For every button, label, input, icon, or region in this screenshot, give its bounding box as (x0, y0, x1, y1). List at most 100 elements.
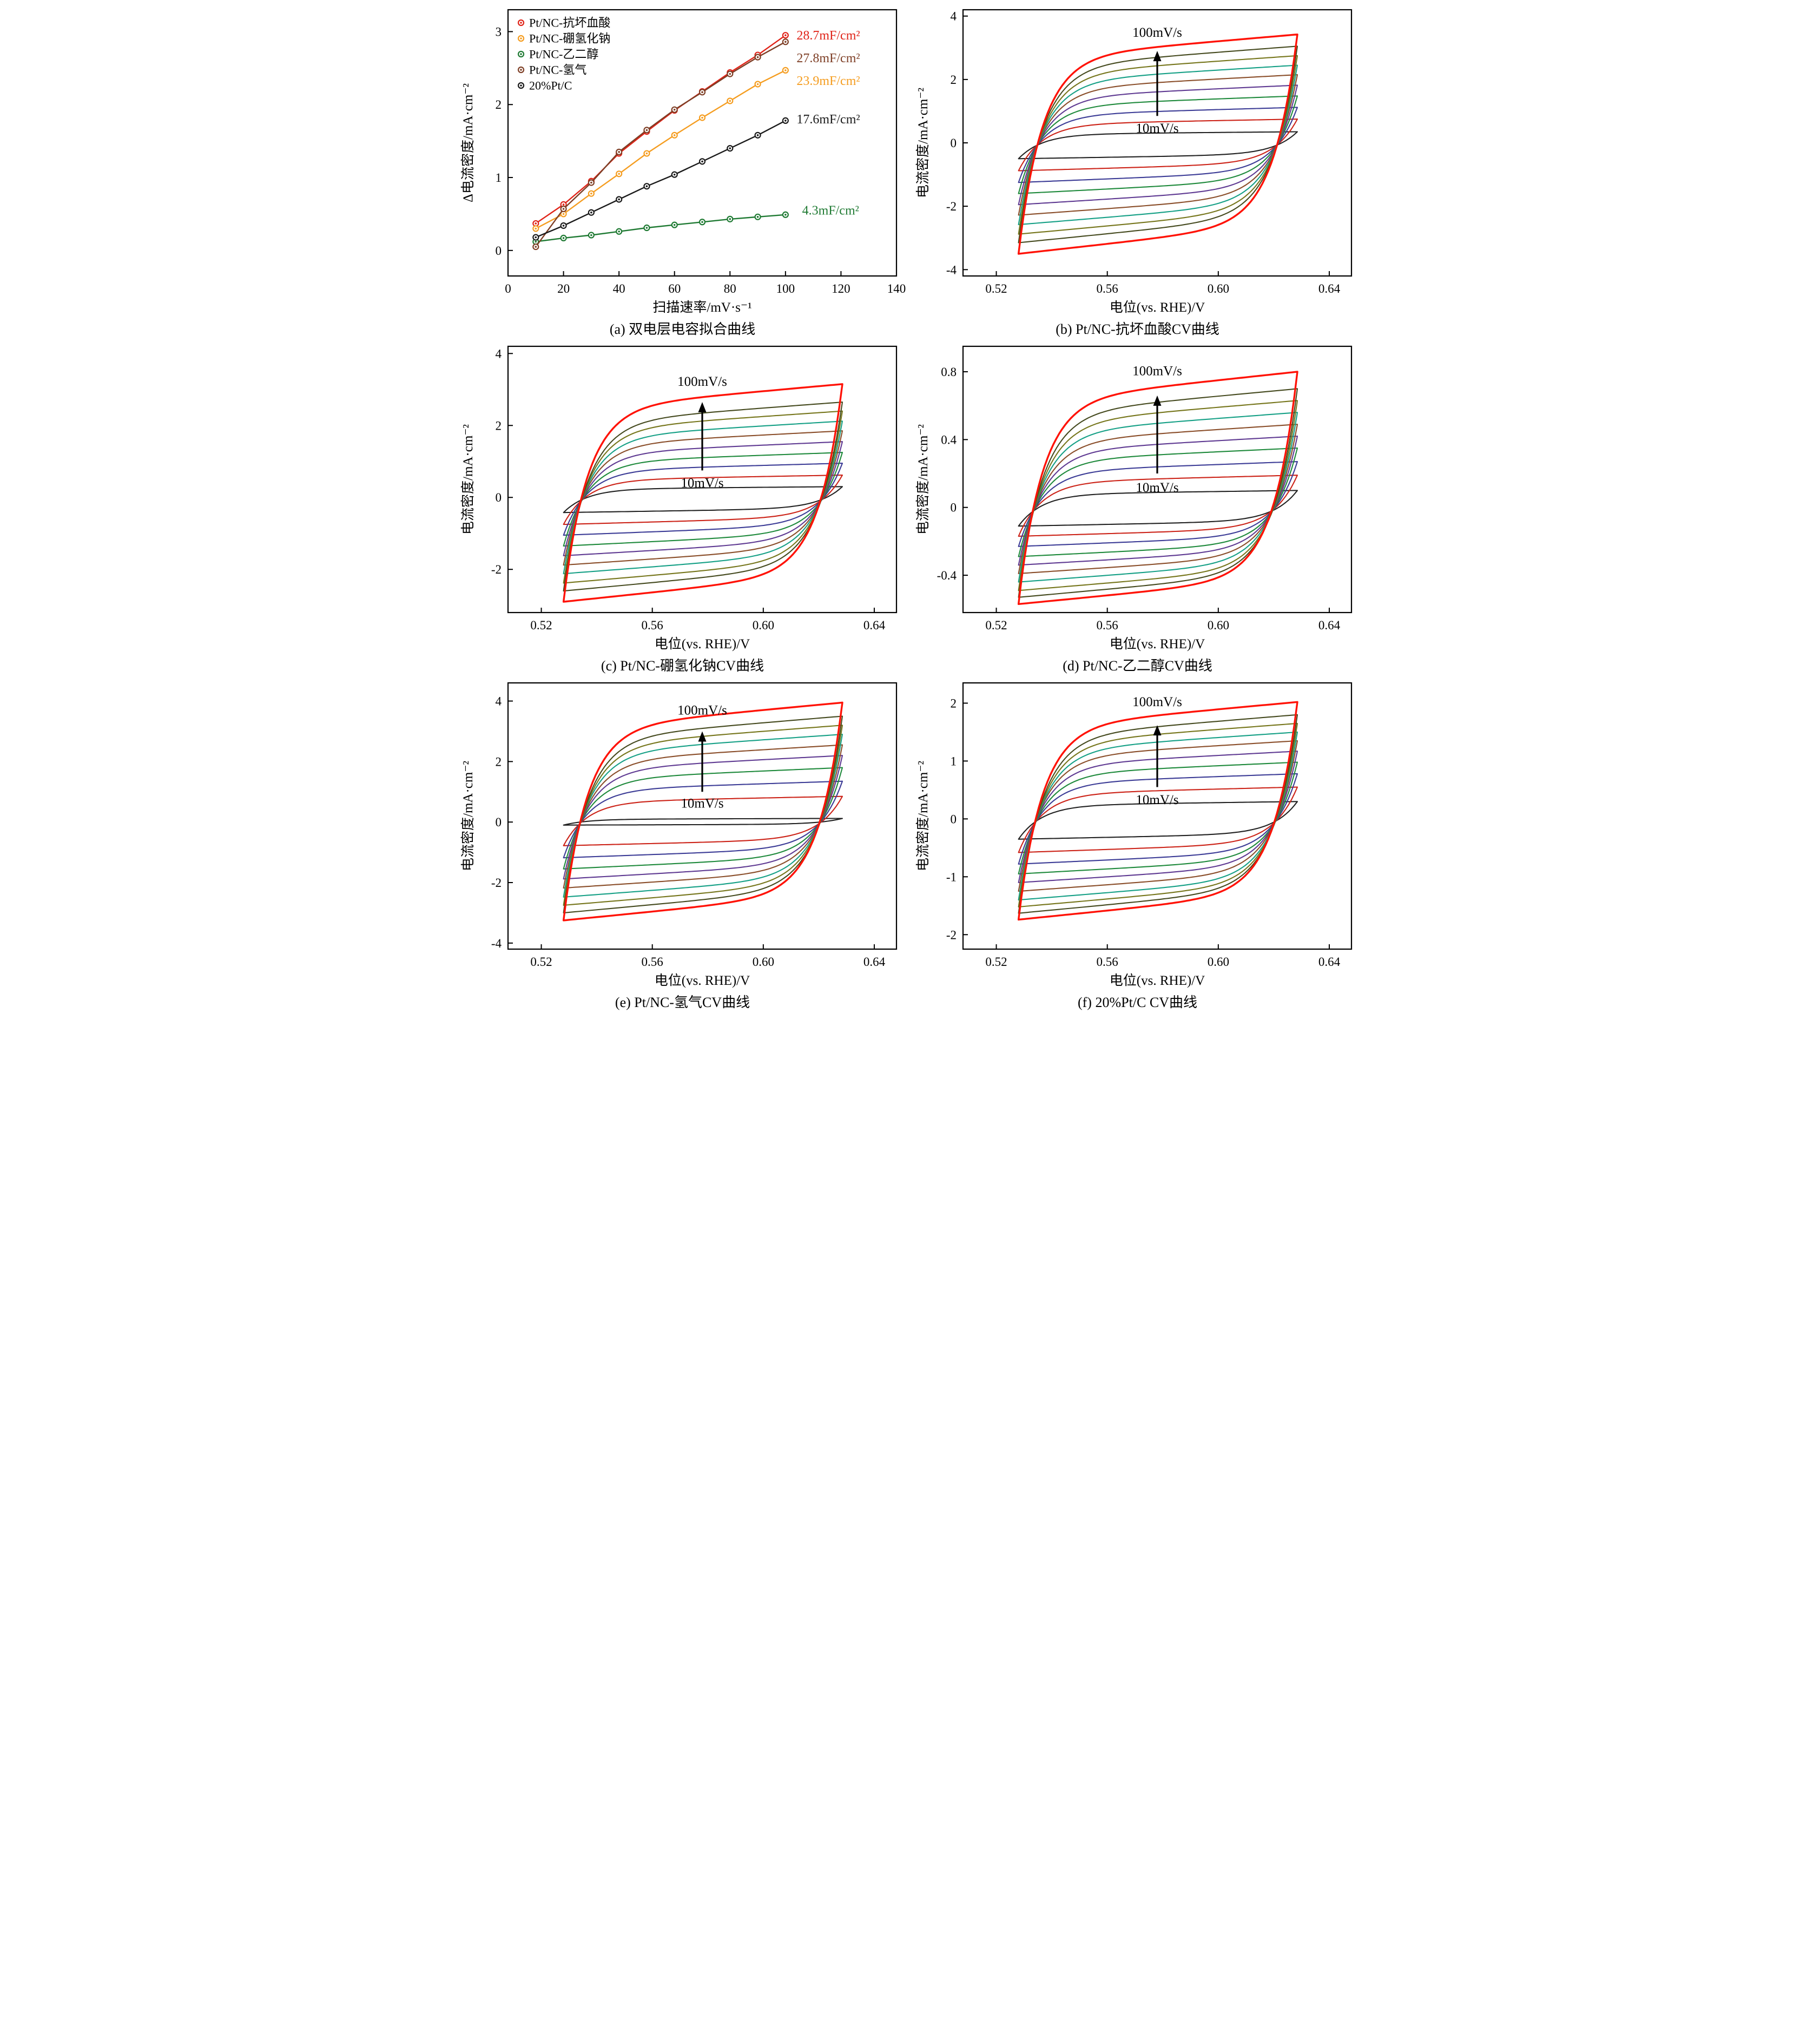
svg-text:-0.4: -0.4 (937, 569, 957, 582)
svg-text:17.6mF/cm²: 17.6mF/cm² (796, 113, 860, 127)
svg-text:电位(vs. RHE)/V: 电位(vs. RHE)/V (1109, 973, 1204, 988)
svg-text:20: 20 (557, 282, 570, 295)
svg-text:2: 2 (495, 755, 502, 768)
svg-text:10mV/s: 10mV/s (1136, 793, 1178, 807)
svg-text:0.64: 0.64 (863, 618, 885, 632)
svg-text:10mV/s: 10mV/s (1136, 481, 1178, 495)
panel-a: 0 20 40 60 80 100 120 140 0 1 2 3 扫描速率/mV·s⁻¹ Δ电流密度/m… (455, 2, 910, 339)
svg-text:120: 120 (832, 282, 850, 295)
svg-text:Δ电流密度/mA·cm⁻²: Δ电流密度/mA·cm⁻² (460, 83, 476, 202)
svg-text:电流密度/mA·cm⁻²: 电流密度/mA·cm⁻² (915, 761, 931, 871)
figure-page: 0 20 40 60 80 100 120 140 0 1 2 3 扫描速率/mV·s⁻¹ Δ电流密度/m… (455, 0, 1365, 1014)
caption-c: (c) Pt/NC-硼氢化钠CV曲线 (601, 658, 764, 674)
svg-text:0.64: 0.64 (1318, 618, 1340, 632)
svg-text:2: 2 (950, 696, 957, 710)
chart-b-cv-ascorbic-acid: 0.52 0.56 0.60 0.64 -4 -2 0 2 4 电位(vs. RHE)/V 电流密度… (915, 9, 1352, 315)
svg-text:电位(vs. RHE)/V: 电位(vs. RHE)/V (654, 636, 749, 652)
svg-text:2: 2 (950, 73, 957, 87)
panel-d: 0.52 0.56 0.60 0.64 -0.4 0 0.4 0.8 电位(vs. RHE)/V… (910, 339, 1365, 675)
panel-f: 0.52 0.56 0.60 0.64 -2 -1 0 1 2 电位(vs. RHE)/V 电流密度… (910, 675, 1365, 1012)
svg-text:0: 0 (950, 136, 957, 150)
svg-text:4: 4 (495, 347, 502, 360)
svg-text:27.8mF/cm²: 27.8mF/cm² (796, 51, 860, 65)
svg-text:0.56: 0.56 (1096, 955, 1118, 969)
svg-text:80: 80 (723, 282, 736, 295)
svg-text:100mV/s: 100mV/s (1132, 695, 1182, 709)
chart-c-cv-sodium-borohydride: 0.52 0.56 0.60 0.64 -2 0 2 4 电位(vs. RHE)/V 电流密度/m… (460, 345, 897, 652)
caption-b: (b) Pt/NC-抗坏血酸CV曲线 (1056, 321, 1219, 337)
svg-text:电位(vs. RHE)/V: 电位(vs. RHE)/V (1109, 636, 1204, 652)
svg-text:2: 2 (495, 419, 502, 432)
figure-grid: 0 20 40 60 80 100 120 140 0 1 2 3 扫描速率/mV·s⁻¹ Δ电流密度/m… (455, 2, 1365, 1012)
svg-text:扫描速率/mV·s⁻¹: 扫描速率/mV·s⁻¹ (652, 300, 751, 315)
svg-text:0.60: 0.60 (1207, 955, 1229, 969)
svg-text:3: 3 (495, 25, 502, 38)
svg-text:0: 0 (495, 491, 502, 504)
svg-text:10mV/s: 10mV/s (681, 796, 723, 811)
svg-text:0: 0 (950, 812, 957, 826)
svg-text:电流密度/mA·cm⁻²: 电流密度/mA·cm⁻² (915, 88, 931, 198)
svg-text:100mV/s: 100mV/s (1132, 364, 1182, 378)
svg-text:Pt/NC-氢气: Pt/NC-氢气 (529, 63, 586, 77)
chart-d-cv-ethylene-glycol: 0.52 0.56 0.60 0.64 -0.4 0 0.4 0.8 电位(vs. RHE)/V… (915, 345, 1352, 652)
svg-text:100mV/s: 100mV/s (677, 374, 727, 389)
svg-text:100: 100 (776, 282, 795, 295)
caption-e: (e) Pt/NC-氢气CV曲线 (615, 995, 750, 1010)
svg-text:0.52: 0.52 (985, 618, 1007, 632)
svg-text:0: 0 (495, 244, 502, 258)
svg-text:0.60: 0.60 (752, 618, 774, 632)
svg-text:4.3mF/cm²: 4.3mF/cm² (802, 204, 859, 218)
caption-d: (d) Pt/NC-乙二醇CV曲线 (1063, 658, 1212, 674)
svg-text:0.64: 0.64 (1318, 955, 1340, 969)
svg-text:-2: -2 (491, 876, 501, 890)
panel-c: 0.52 0.56 0.60 0.64 -2 0 2 4 电位(vs. RHE)/V 电流密度/m… (455, 339, 910, 675)
svg-text:1: 1 (495, 171, 502, 185)
panel-e: 0.52 0.56 0.60 0.64 -4 -2 0 2 4 电位(vs. RHE)/V 电流密度… (455, 675, 910, 1012)
svg-text:10mV/s: 10mV/s (681, 476, 723, 490)
svg-text:电流密度/mA·cm⁻²: 电流密度/mA·cm⁻² (460, 424, 476, 535)
svg-text:23.9mF/cm²: 23.9mF/cm² (796, 74, 860, 88)
svg-text:0.56: 0.56 (1096, 618, 1118, 632)
svg-text:电位(vs. RHE)/V: 电位(vs. RHE)/V (1109, 300, 1204, 315)
svg-text:-4: -4 (491, 937, 502, 950)
svg-text:4: 4 (495, 695, 502, 708)
svg-text:0.52: 0.52 (530, 618, 552, 632)
svg-text:电位(vs. RHE)/V: 电位(vs. RHE)/V (654, 973, 749, 988)
svg-text:Pt/NC-硼氢化钠: Pt/NC-硼氢化钠 (529, 32, 610, 45)
svg-text:Pt/NC-乙二醇: Pt/NC-乙二醇 (529, 48, 598, 61)
svg-text:0: 0 (495, 815, 502, 829)
svg-text:28.7mF/cm²: 28.7mF/cm² (796, 29, 860, 43)
svg-text:0.60: 0.60 (1207, 618, 1229, 632)
svg-text:0.60: 0.60 (1207, 282, 1229, 295)
svg-text:-2: -2 (491, 563, 501, 576)
svg-text:0: 0 (950, 501, 957, 515)
svg-text:40: 40 (612, 282, 625, 295)
svg-text:0.8: 0.8 (941, 365, 957, 379)
svg-text:10mV/s: 10mV/s (1136, 121, 1178, 136)
panel-b: 0.52 0.56 0.60 0.64 -4 -2 0 2 4 电位(vs. RHE)/V 电流密度… (910, 2, 1365, 339)
svg-text:0.52: 0.52 (530, 955, 552, 969)
svg-text:-4: -4 (946, 263, 957, 277)
svg-text:0.56: 0.56 (641, 955, 663, 969)
svg-text:2: 2 (495, 98, 502, 111)
chart-a-edl-capacitance-fit: 0 20 40 60 80 100 120 140 0 1 2 3 扫描速率/mV·s⁻¹ Δ电流密度/m… (460, 9, 906, 315)
svg-text:Pt/NC-抗坏血酸: Pt/NC-抗坏血酸 (529, 16, 610, 30)
svg-text:-2: -2 (946, 200, 956, 213)
svg-text:20%Pt/C: 20%Pt/C (529, 79, 572, 93)
svg-text:140: 140 (887, 282, 906, 295)
svg-text:0.56: 0.56 (1096, 282, 1118, 295)
svg-text:电流密度/mA·cm⁻²: 电流密度/mA·cm⁻² (915, 424, 931, 535)
svg-text:0.64: 0.64 (863, 955, 885, 969)
svg-text:60: 60 (668, 282, 681, 295)
caption-f: (f) 20%Pt/C CV曲线 (1077, 995, 1197, 1010)
svg-text:-2: -2 (946, 928, 956, 942)
svg-text:0.52: 0.52 (985, 955, 1007, 969)
svg-text:4: 4 (950, 10, 957, 23)
chart-e-cv-hydrogen: 0.52 0.56 0.60 0.64 -4 -2 0 2 4 电位(vs. RHE)/V 电流密度… (460, 682, 897, 988)
svg-text:100mV/s: 100mV/s (1132, 25, 1182, 40)
svg-text:0: 0 (505, 282, 511, 295)
svg-text:100mV/s: 100mV/s (677, 703, 727, 718)
chart-f-cv-20pct-ptc: 0.52 0.56 0.60 0.64 -2 -1 0 1 2 电位(vs. RHE)/V 电流密度… (915, 682, 1352, 988)
svg-text:电流密度/mA·cm⁻²: 电流密度/mA·cm⁻² (460, 761, 476, 871)
svg-text:0.4: 0.4 (941, 433, 957, 446)
